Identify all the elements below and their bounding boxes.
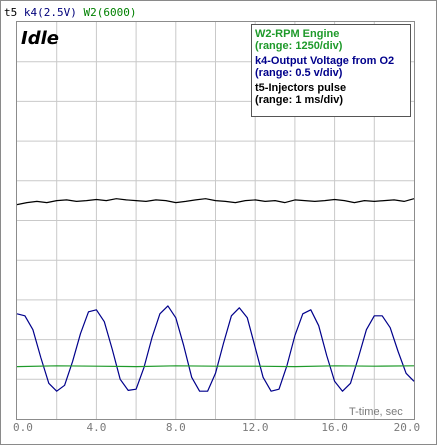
channel-k4-label: k4(2.5V) bbox=[23, 6, 77, 19]
mode-label: Idle bbox=[21, 28, 59, 49]
t5-range: (range: 1 ms/div) bbox=[255, 94, 344, 106]
k4-range: (range: 0.5 v/div) bbox=[255, 67, 343, 79]
channel-header: t5 k4(2.5V) W2(6000) bbox=[4, 6, 136, 19]
channel-w2-label: W2(6000) bbox=[83, 6, 137, 19]
info-box: W2-RPM Engine (range: 1250/div) k4-Outpu… bbox=[251, 24, 411, 117]
x-tick-label: 8.0 bbox=[165, 421, 186, 434]
x-tick-label: 4.0 bbox=[86, 421, 107, 434]
w2-title: W2-RPM Engine bbox=[255, 28, 340, 40]
x-axis-label: T-time, sec bbox=[349, 406, 403, 418]
w2-range: (range: 1250/div) bbox=[255, 40, 343, 52]
series-line-k4 bbox=[16, 305, 415, 392]
k4-title: k4-Output Voltage from O2 bbox=[255, 55, 395, 67]
x-tick-label: 0.0 bbox=[13, 421, 33, 434]
x-tick-label: 16.0 bbox=[321, 421, 348, 434]
t5-title: t5-Injectors pulse bbox=[255, 82, 347, 94]
x-tick-label: 20.0 bbox=[393, 421, 421, 434]
series-line-t5 bbox=[16, 198, 415, 206]
series-lines bbox=[16, 198, 415, 392]
plot-area bbox=[16, 21, 415, 420]
x-tick-label: 12.0 bbox=[242, 421, 269, 434]
series-line-w2 bbox=[16, 365, 415, 368]
channel-t5-label: t5 bbox=[4, 6, 18, 19]
